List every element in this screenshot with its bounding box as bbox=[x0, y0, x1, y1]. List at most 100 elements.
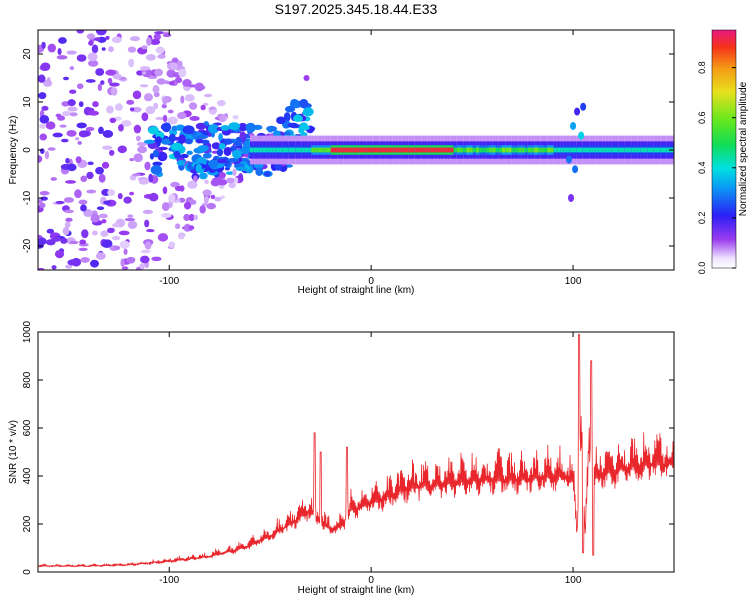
tonal-peak bbox=[321, 147, 325, 153]
spectrogram-cell bbox=[173, 150, 181, 159]
spectrogram-cell bbox=[97, 83, 102, 92]
spectrogram-cell bbox=[69, 66, 75, 71]
spectrogram-cell bbox=[132, 173, 141, 177]
tonal-peak bbox=[453, 147, 457, 153]
spectrogram-cell bbox=[50, 177, 58, 181]
tonal-peak bbox=[285, 147, 289, 153]
tonal-peak bbox=[514, 147, 519, 153]
tonal-peak bbox=[579, 147, 583, 153]
tonal-peak bbox=[543, 147, 548, 153]
spectrogram-cell bbox=[39, 133, 48, 141]
spectrogram-cell bbox=[67, 99, 76, 107]
tonal-peak bbox=[301, 147, 305, 153]
spectrogram-cell bbox=[38, 267, 45, 270]
tonal-peak bbox=[476, 147, 480, 153]
spectrogram-cell bbox=[144, 241, 152, 250]
spectrogram-cell bbox=[570, 122, 577, 130]
figure-title: S197.2025.345.18.44.E33 bbox=[274, 1, 438, 17]
spectrogram-cell bbox=[145, 53, 156, 61]
tonal-peak bbox=[640, 147, 645, 153]
spectrogram-cell bbox=[38, 199, 43, 204]
spectrogram-cell bbox=[124, 217, 136, 222]
tonal-peak bbox=[275, 147, 280, 153]
spectrogram-cell bbox=[61, 110, 72, 117]
spectrogram-cell bbox=[88, 40, 94, 46]
tonal-peak bbox=[501, 147, 506, 153]
spectrogram-cell bbox=[56, 55, 68, 60]
tonal-peak bbox=[653, 147, 658, 153]
spectrogram-cell bbox=[193, 175, 198, 183]
spectrogram-cell bbox=[221, 129, 231, 136]
spectrogram-cell bbox=[148, 126, 159, 135]
spectrogram-cell bbox=[106, 105, 114, 114]
tonal-peak bbox=[647, 147, 651, 153]
tonal-peak bbox=[492, 147, 496, 153]
spectrogram-cell bbox=[100, 80, 105, 85]
tonal-peak bbox=[495, 147, 499, 153]
spectrogram-cell bbox=[218, 143, 226, 150]
tonal-peak bbox=[405, 147, 409, 153]
spectrogram-cell bbox=[233, 140, 243, 147]
colorbar-tick-label: 0.2 bbox=[697, 212, 707, 225]
spectrogram-cell bbox=[85, 126, 95, 132]
tonal-peak bbox=[443, 147, 448, 153]
spectrogram-cell bbox=[80, 204, 87, 212]
spectrogram-cell bbox=[176, 160, 186, 166]
spectrogram-cell bbox=[38, 237, 47, 246]
spectrogram-cell bbox=[284, 105, 296, 113]
spectrogram-cell bbox=[162, 96, 168, 105]
spectrogram-cell bbox=[38, 202, 46, 209]
spectrogram-cell bbox=[232, 115, 239, 120]
tonal-peak bbox=[624, 147, 629, 153]
spectrogram-ytick-label: 0 bbox=[22, 147, 33, 153]
spectrogram-cell bbox=[298, 124, 310, 131]
spectrogram-cell bbox=[100, 230, 109, 237]
tonal-peak bbox=[324, 147, 328, 153]
colorbar-tick-label: 0.8 bbox=[697, 61, 707, 74]
spectrogram-cell bbox=[133, 124, 142, 134]
spectrogram-cell bbox=[119, 240, 130, 249]
spectrogram-cell bbox=[52, 132, 63, 138]
spectrogram-cell bbox=[105, 35, 110, 40]
tonal-peak bbox=[498, 147, 503, 153]
spectrogram-cell bbox=[227, 157, 240, 163]
spectrogram-xtick-label: -100 bbox=[159, 276, 179, 287]
tonal-peak bbox=[408, 147, 412, 153]
tonal-peak bbox=[463, 147, 467, 153]
tonal-peak bbox=[472, 147, 477, 153]
spectrogram-cell bbox=[75, 156, 82, 164]
spectrogram-cell bbox=[302, 107, 314, 117]
spectrogram-ytick-label: 10 bbox=[22, 96, 33, 108]
spectrogram-cell bbox=[80, 256, 90, 263]
spectrogram-cell bbox=[101, 47, 106, 51]
spectrogram-cell bbox=[81, 229, 89, 239]
spectrogram-cell bbox=[78, 101, 84, 108]
tonal-peak bbox=[356, 147, 360, 153]
spectrogram-cell bbox=[94, 37, 101, 42]
spectrogram-cell bbox=[58, 37, 67, 44]
spectrogram-cell bbox=[109, 117, 117, 124]
spectrogram-cell bbox=[155, 136, 162, 145]
snr-ytick-label: 800 bbox=[22, 371, 33, 388]
spectrogram-cell bbox=[54, 249, 65, 259]
spectrogram-cell bbox=[55, 113, 62, 118]
tonal-peak bbox=[421, 147, 425, 153]
spectrogram-cell bbox=[114, 245, 121, 251]
spectrogram-cell bbox=[87, 59, 99, 67]
spectrogram-cell bbox=[109, 82, 120, 87]
spectrogram-cell bbox=[220, 195, 225, 199]
tonal-peak bbox=[556, 147, 561, 153]
spectrogram-cell bbox=[203, 195, 209, 204]
spectrogram-cell bbox=[157, 151, 168, 162]
colorbar: 0.0 0.2 0.4 0.6 0.8 Normalized spectral ampl… bbox=[697, 29, 749, 274]
spectrogram-cell bbox=[102, 129, 114, 138]
tonal-peak bbox=[456, 147, 461, 153]
spectrogram-cell bbox=[123, 248, 128, 256]
spectrogram-cell bbox=[232, 168, 237, 177]
spectrogram-cell bbox=[146, 37, 152, 46]
spectrogram-cell bbox=[208, 106, 216, 110]
spectrogram-cell bbox=[154, 31, 165, 35]
tonal-peak bbox=[447, 147, 451, 153]
tonal-peak bbox=[527, 147, 532, 153]
